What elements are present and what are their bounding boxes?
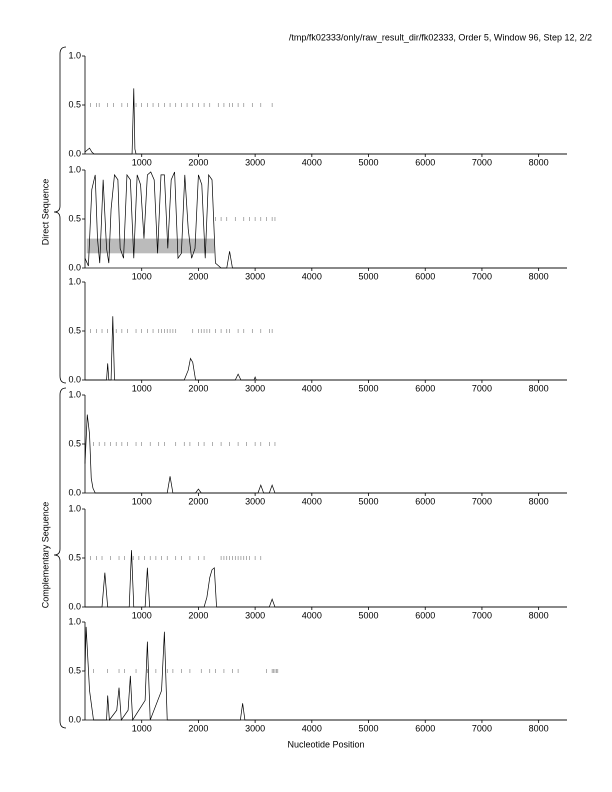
group-label: Direct Sequence	[40, 179, 50, 246]
x-tick-label: 2000	[188, 610, 208, 620]
coding-potential-line	[84, 414, 567, 494]
x-tick-label: 2000	[188, 271, 208, 281]
coding-potential-line	[84, 171, 567, 269]
x-tick-label: 2000	[188, 383, 208, 393]
y-tick-label: 0.5	[68, 552, 81, 562]
x-tick-label: 3000	[245, 271, 265, 281]
group-label: Complementary Sequence	[40, 502, 50, 609]
y-tick-label: 1.0	[68, 616, 81, 626]
x-tick-label: 1000	[132, 723, 152, 733]
x-tick-label: 3000	[245, 610, 265, 620]
x-tick-label: 1000	[132, 610, 152, 620]
y-tick-label: 1.0	[68, 164, 81, 174]
x-tick-label: 6000	[415, 610, 435, 620]
y-tick-label: 0.5	[68, 213, 81, 223]
x-tick-label: 8000	[529, 496, 549, 506]
gene-region	[86, 238, 215, 254]
x-tick-label: 3000	[245, 157, 265, 167]
x-tick-label: 7000	[472, 383, 492, 393]
x-tick-label: 4000	[302, 723, 322, 733]
x-tick-label: 5000	[359, 271, 379, 281]
x-tick-label: 4000	[302, 271, 322, 281]
y-tick-label: 0.0	[68, 714, 81, 724]
x-tick-label: 4000	[302, 610, 322, 620]
coding-potential-line	[84, 88, 567, 155]
x-axis-label: Nucleotide Position	[287, 739, 364, 749]
x-tick-label: 2000	[188, 496, 208, 506]
coding-potential-line	[84, 626, 567, 722]
x-tick-label: 5000	[359, 610, 379, 620]
x-tick-label: 7000	[472, 610, 492, 620]
x-tick-label: 8000	[529, 383, 549, 393]
group-brace	[53, 387, 67, 729]
x-tick-label: 2000	[188, 723, 208, 733]
y-tick-label: 0.5	[68, 438, 81, 448]
header: /tmp/fk02333/only/raw_result_dir/fk02333…	[289, 32, 592, 42]
y-tick-label: 0.5	[68, 665, 81, 675]
x-tick-label: 1000	[132, 271, 152, 281]
x-tick-label: 3000	[245, 496, 265, 506]
x-tick-label: 3000	[245, 383, 265, 393]
x-tick-label: 7000	[472, 723, 492, 733]
coding-potential-line	[85, 550, 567, 608]
y-tick-label: 0.5	[68, 325, 81, 335]
y-tick-label: 0.0	[68, 148, 81, 158]
x-tick-label: 7000	[472, 157, 492, 167]
y-tick-label: 1.0	[68, 389, 81, 399]
x-tick-label: 8000	[529, 723, 549, 733]
x-tick-label: 1000	[132, 157, 152, 167]
x-tick-label: 7000	[472, 271, 492, 281]
x-tick-label: 6000	[415, 271, 435, 281]
group-brace	[53, 46, 67, 384]
x-tick-label: 4000	[302, 496, 322, 506]
x-tick-label: 1000	[132, 383, 152, 393]
x-tick-label: 4000	[302, 383, 322, 393]
x-tick-label: 5000	[359, 383, 379, 393]
y-tick-label: 1.0	[68, 276, 81, 286]
x-tick-label: 5000	[359, 723, 379, 733]
x-tick-label: 6000	[415, 723, 435, 733]
x-tick-label: 8000	[529, 271, 549, 281]
x-tick-label: 6000	[415, 157, 435, 167]
x-tick-label: 4000	[302, 157, 322, 167]
x-tick-label: 6000	[415, 496, 435, 506]
y-tick-label: 0.0	[68, 601, 81, 611]
x-tick-label: 6000	[415, 383, 435, 393]
x-tick-label: 8000	[529, 610, 549, 620]
x-tick-label: 5000	[359, 496, 379, 506]
x-tick-label: 2000	[188, 157, 208, 167]
y-tick-label: 0.5	[68, 99, 81, 109]
x-tick-label: 3000	[245, 723, 265, 733]
y-tick-label: 0.0	[68, 487, 81, 497]
y-tick-label: 1.0	[68, 50, 81, 60]
x-tick-label: 8000	[529, 157, 549, 167]
coding-potential-line	[85, 316, 567, 381]
x-tick-label: 5000	[359, 157, 379, 167]
x-tick-label: 1000	[132, 496, 152, 506]
y-tick-label: 0.0	[68, 374, 81, 384]
x-tick-label: 7000	[472, 496, 492, 506]
y-tick-label: 0.0	[68, 262, 81, 272]
y-tick-label: 1.0	[68, 503, 81, 513]
